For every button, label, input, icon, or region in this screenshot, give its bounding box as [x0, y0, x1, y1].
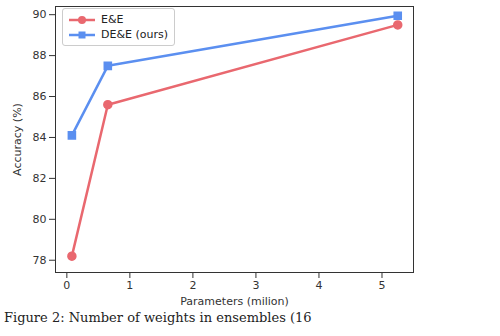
- svg-text:84: 84: [33, 131, 47, 144]
- svg-text:86: 86: [33, 90, 47, 103]
- svg-text:80: 80: [33, 213, 47, 226]
- svg-text:1: 1: [126, 279, 133, 292]
- svg-text:2: 2: [189, 279, 196, 292]
- svg-text:82: 82: [33, 172, 47, 185]
- html-text:E&E: E&E: [101, 13, 124, 26]
- svg-text:Parameters (milion): Parameters (milion): [180, 295, 289, 308]
- svg-text:88: 88: [33, 49, 47, 62]
- svg-text:3: 3: [252, 279, 259, 292]
- svg-text:90: 90: [33, 8, 47, 21]
- svg-text:5: 5: [378, 279, 385, 292]
- svg-text:Accuracy (%): Accuracy (%): [11, 103, 24, 176]
- svg-text:0: 0: [63, 279, 70, 292]
- svg-text:78: 78: [33, 254, 47, 267]
- svg-text:4: 4: [315, 279, 322, 292]
- html-text:Figure 2: Number of weights in: Figure 2: Number of weights in ensembles…: [4, 310, 312, 325]
- html-text:DE&E (ours): DE&E (ours): [101, 28, 168, 41]
